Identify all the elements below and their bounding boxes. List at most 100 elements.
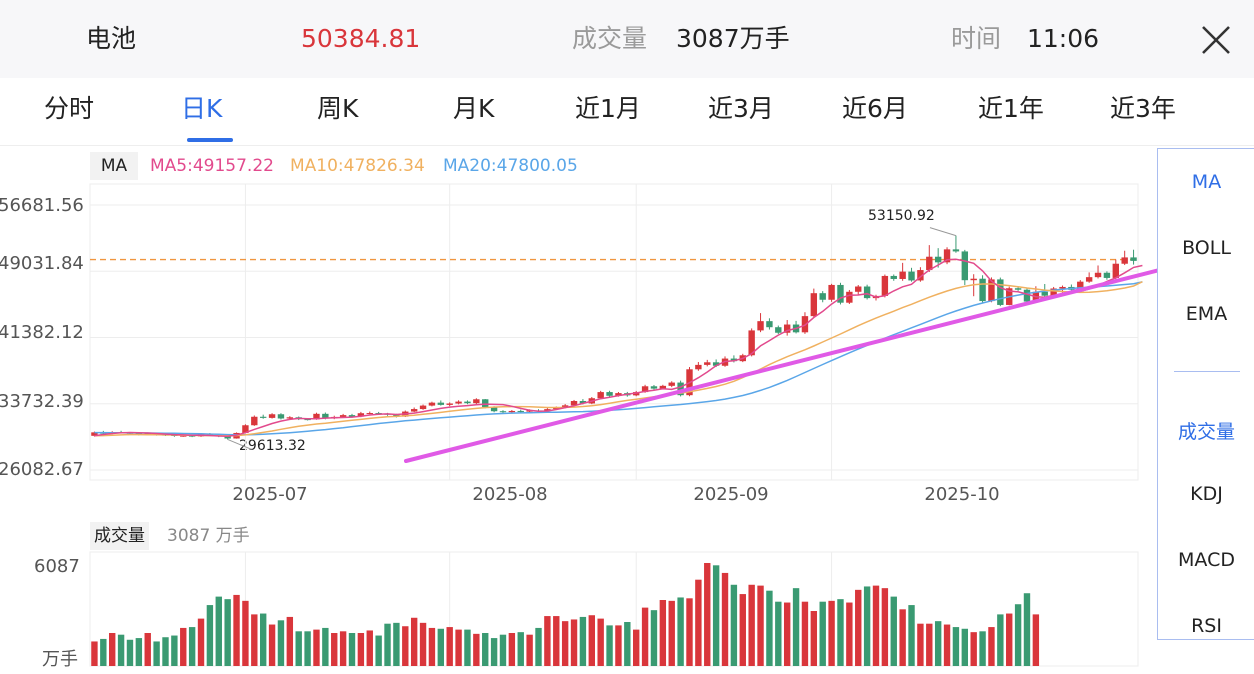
candle-body [739, 355, 746, 362]
indicator-ma[interactable]: MA [1191, 171, 1222, 193]
candle-body [766, 321, 773, 328]
volume-bar [482, 633, 489, 666]
volume-bar [766, 590, 773, 666]
volume-bar [979, 631, 986, 666]
volume-bar [428, 627, 436, 666]
candle-body [561, 405, 569, 408]
candle-body [268, 414, 276, 418]
candle-body [650, 386, 658, 389]
candle-body [997, 279, 1004, 305]
volume-bar [1023, 593, 1031, 666]
candle-body [277, 414, 285, 419]
volume-bar [446, 627, 453, 666]
candle-body [926, 256, 933, 271]
moving-average-lines [94, 258, 1143, 437]
volume-frame [89, 551, 1139, 667]
candle-body [1006, 288, 1013, 305]
volume-bar [783, 602, 791, 666]
volume-bar [899, 609, 906, 666]
volume-bar [881, 588, 889, 666]
volume-bar [712, 565, 720, 666]
candle-body [1068, 286, 1075, 290]
tab-6-months[interactable]: 近6月 [842, 94, 908, 123]
indicator-kdj[interactable]: KDJ [1190, 483, 1223, 505]
user-trendline [404, 244, 1254, 463]
volume-bar [402, 626, 409, 666]
tab-daily-k[interactable]: 日K [181, 94, 223, 123]
tab-1-year[interactable]: 近1年 [978, 94, 1044, 123]
time-value: 11:06 [1027, 24, 1100, 53]
candle-body [1059, 286, 1066, 289]
tab-weekly-k[interactable]: 周K [317, 94, 359, 123]
legend-ma20: MA20:47800.05 [443, 156, 578, 176]
volume-bar [988, 627, 995, 666]
candle-body [428, 402, 436, 406]
candle-body [828, 284, 835, 300]
candle-body [588, 398, 595, 404]
price-frame [89, 183, 1139, 481]
tab-3-years[interactable]: 近3年 [1110, 94, 1176, 123]
volume-bar [579, 616, 587, 666]
volume-bar [259, 613, 267, 666]
tab-1-month[interactable]: 近1月 [575, 94, 641, 123]
candle-body [872, 295, 880, 299]
volume-bar [926, 623, 933, 666]
candle-body [1130, 257, 1137, 261]
candle-body [126, 432, 134, 434]
candle-body [917, 270, 924, 281]
volume-bar [730, 584, 738, 666]
volume-bar [277, 620, 285, 666]
candle-body [437, 402, 445, 405]
candle-body [633, 392, 640, 396]
candle-body [117, 432, 125, 434]
tab-intraday[interactable]: 分时 [44, 94, 95, 123]
volume-bar [997, 614, 1004, 666]
volume-bar [686, 598, 693, 666]
volume-bar [171, 635, 178, 666]
candle-body [606, 392, 613, 396]
tab-monthly-k[interactable]: 月K [453, 94, 495, 123]
candle-body [668, 382, 675, 386]
volume-bar [748, 584, 755, 666]
volume-bar [251, 614, 258, 666]
volume-bar [615, 625, 622, 666]
volume-bar [348, 633, 356, 666]
candle-body [313, 413, 320, 420]
volume-bars [91, 562, 1040, 666]
volume-bar [917, 623, 924, 666]
volume-bar [473, 633, 480, 666]
candle-body [348, 415, 356, 417]
candle-body [322, 413, 329, 419]
candle-body [1023, 289, 1031, 302]
candle-body [473, 399, 480, 404]
candle-body [730, 358, 738, 362]
candle-body [517, 410, 524, 412]
volume-bar [863, 586, 871, 666]
volume-bar [952, 627, 960, 666]
candle-body [1112, 263, 1119, 278]
candle-body [180, 435, 187, 437]
candle-body [792, 324, 800, 333]
indicator-volume[interactable]: 成交量 [1177, 421, 1235, 443]
indicator-ema[interactable]: EMA [1185, 303, 1228, 325]
tab-3-months[interactable]: 近3月 [708, 94, 774, 123]
candle-body [197, 433, 205, 437]
candle-body [783, 324, 791, 333]
candle-body [579, 400, 587, 404]
close-icon[interactable] [1200, 24, 1232, 56]
indicator-rsi[interactable]: RSI [1191, 615, 1222, 637]
candle-body [970, 278, 977, 281]
candle-body [171, 434, 178, 436]
candle-body [695, 364, 702, 370]
candle-body [1094, 272, 1102, 278]
indicator-macd[interactable]: MACD [1178, 549, 1235, 571]
candle-body [100, 432, 107, 434]
indicator-label: MA [90, 152, 138, 180]
volume-bar [908, 605, 915, 666]
volume-bar [934, 621, 942, 666]
volume-bar [357, 633, 365, 666]
candle-body [109, 432, 116, 434]
indicator-boll[interactable]: BOLL [1182, 237, 1231, 259]
indicator-panel: MA BOLL EMA 成交量 KDJ MACD RSI [1157, 148, 1254, 640]
candle-body [251, 416, 258, 426]
